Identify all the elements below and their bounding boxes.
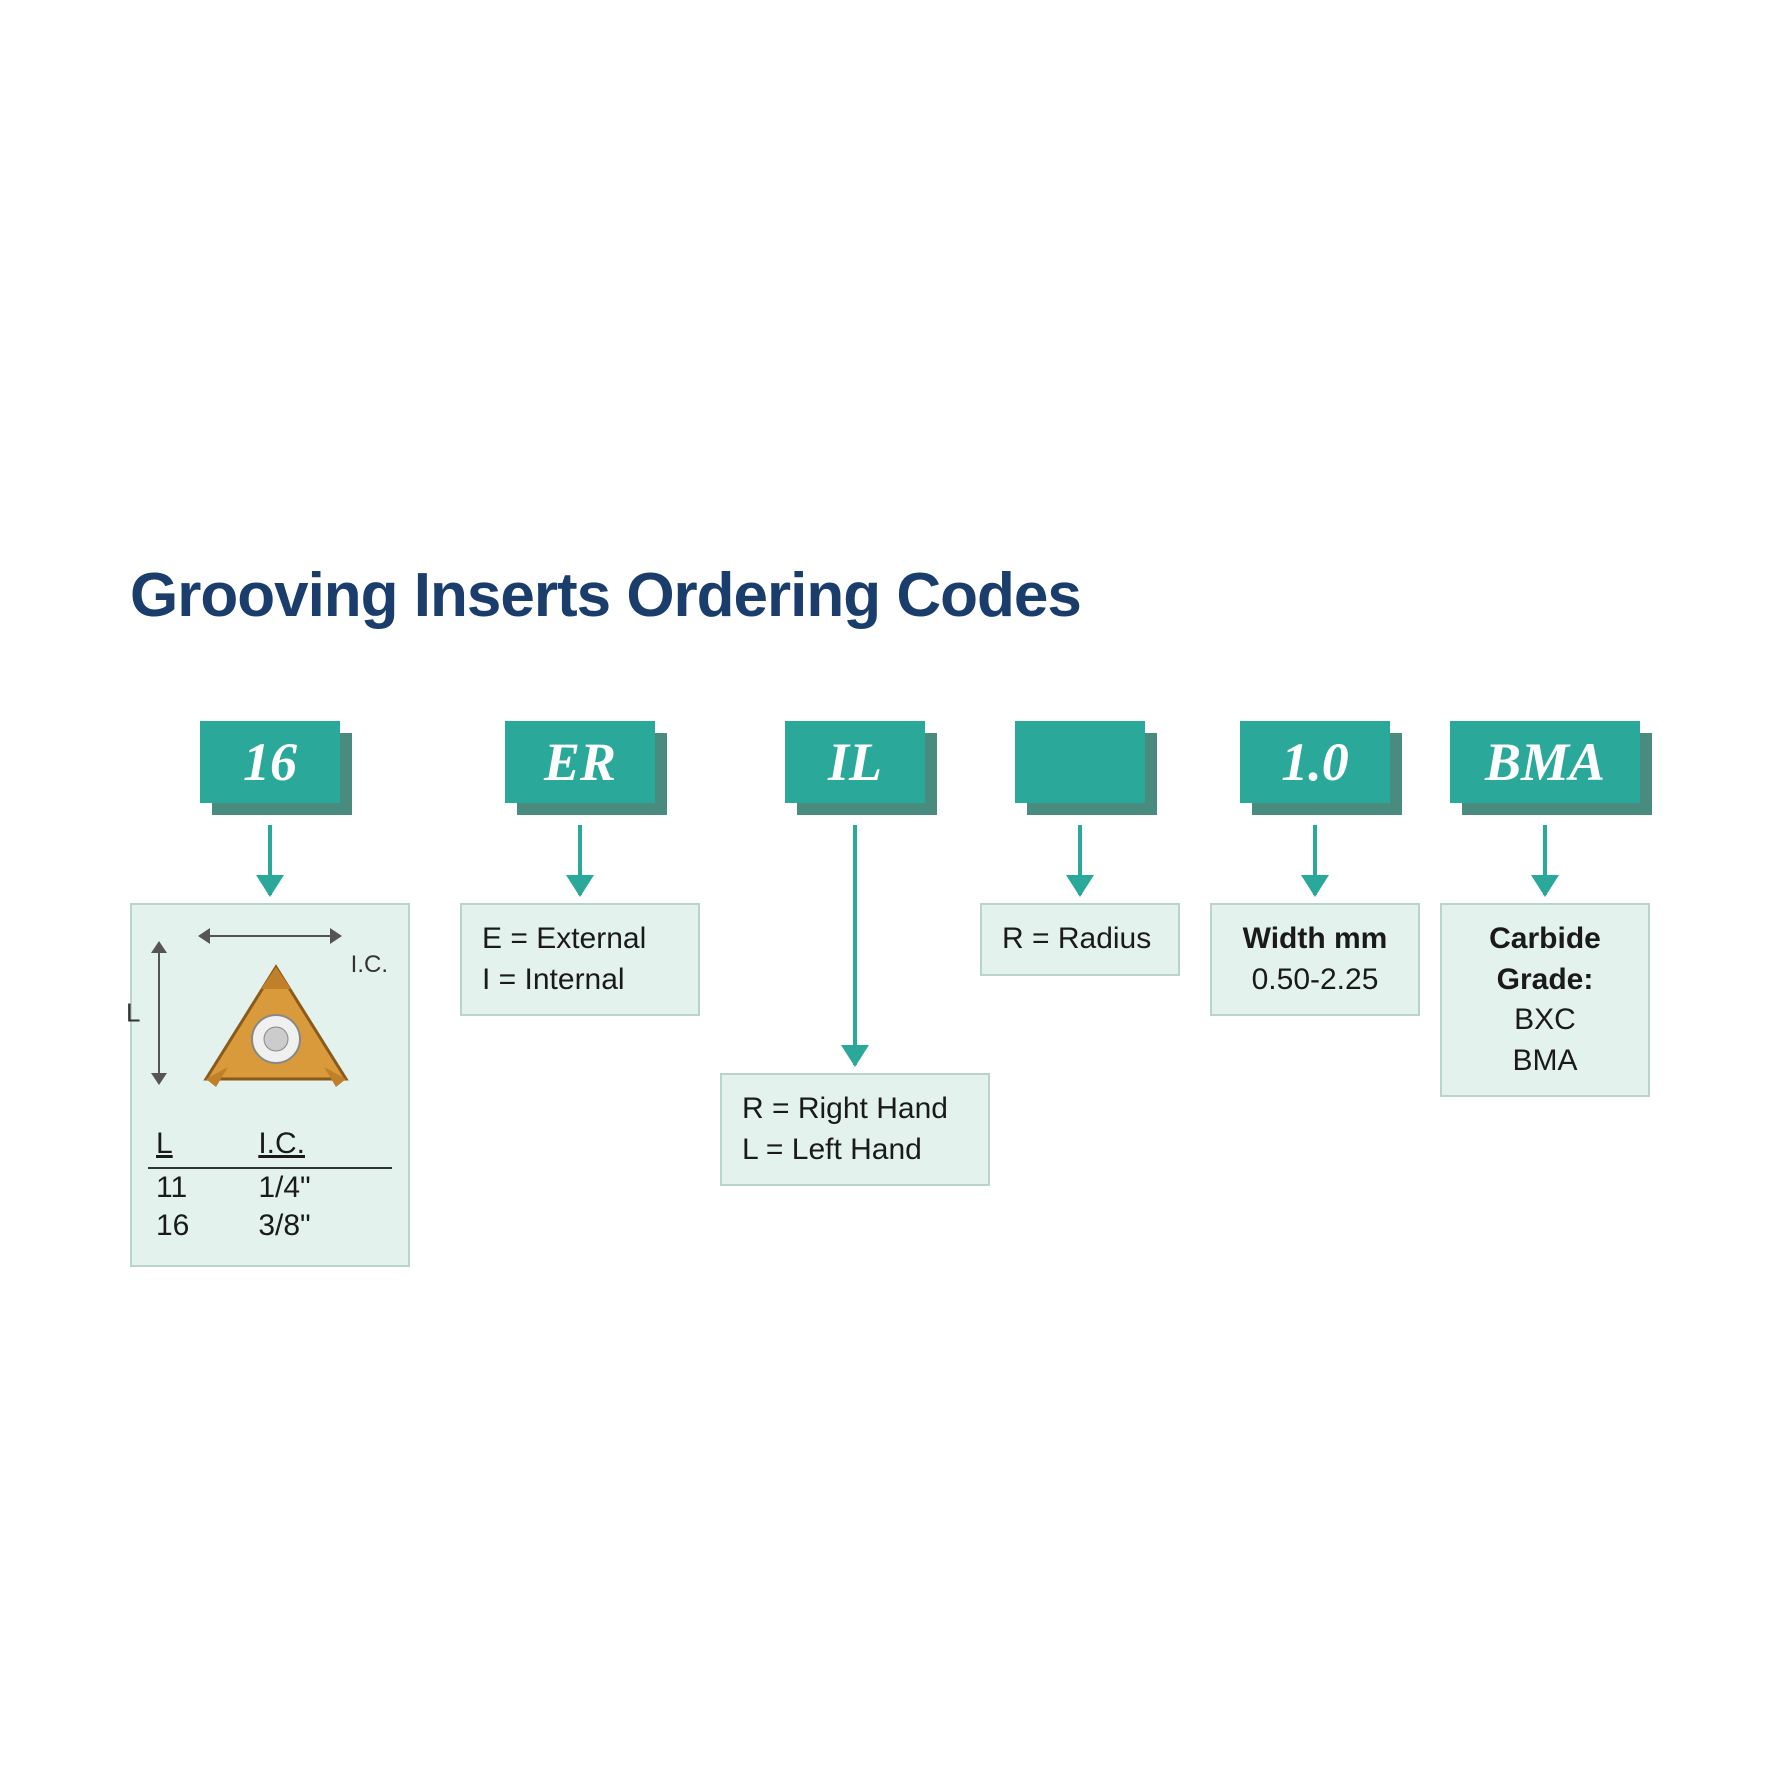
desc-ext-int: E = External I = Internal <box>460 903 700 1016</box>
insert-icon <box>196 959 356 1099</box>
desc-line: 0.50-2.25 <box>1232 960 1398 1001</box>
dim-label-l: L <box>126 998 140 1029</box>
code-box-il: IL <box>785 721 925 803</box>
arrow-icon <box>853 825 857 1065</box>
codes-row: 16 L I.C. <box>130 721 1660 1421</box>
page-title: Grooving Inserts Ordering Codes <box>130 560 1660 631</box>
arrow-icon <box>578 825 582 895</box>
code-box-blank <box>1015 721 1145 803</box>
desc-line: L = Left Hand <box>742 1130 968 1171</box>
desc-radius: R = Radius <box>980 903 1180 976</box>
table-row: 16 3/8" <box>148 1207 392 1245</box>
desc-line: I = Internal <box>482 960 678 1001</box>
desc-line: E = External <box>482 919 678 960</box>
code-box-width: 1.0 <box>1240 721 1390 803</box>
desc-hand: R = Right Hand L = Left Hand <box>720 1073 990 1186</box>
dim-label-ic: I.C. <box>351 951 388 979</box>
table-header: I.C. <box>250 1123 392 1168</box>
arrow-icon <box>268 825 272 895</box>
table-header: L <box>148 1123 250 1168</box>
desc-line: R = Right Hand <box>742 1089 968 1130</box>
desc-line: R = Radius <box>1002 919 1158 960</box>
arrow-icon <box>1543 825 1547 895</box>
code-box-grade: BMA <box>1450 721 1640 803</box>
code-unit-width: 1.0 Width mm 0.50-2.25 <box>1210 721 1420 1016</box>
desc-width: Width mm 0.50-2.25 <box>1210 903 1420 1016</box>
arrow-icon <box>1078 825 1082 895</box>
desc-line: BMA <box>1462 1041 1628 1082</box>
code-unit-grade: BMA Carbide Grade: BXC BMA <box>1440 721 1650 1097</box>
code-unit-ext-int: ER E = External I = Internal <box>460 721 700 1016</box>
insert-diagram: L I.C. <box>150 923 390 1103</box>
arrow-icon <box>1313 825 1317 895</box>
code-unit-radius: R = Radius <box>980 721 1180 976</box>
insert-size-table: L I.C. 11 1/4" 16 3/8" <box>148 1123 392 1245</box>
desc-heading: Carbide Grade: <box>1462 919 1628 1000</box>
desc-line: BXC <box>1462 1000 1628 1041</box>
code-box-er: ER <box>505 721 655 803</box>
code-unit-hand: IL R = Right Hand L = Left Hand <box>720 721 990 1186</box>
code-unit-size: 16 L I.C. <box>130 721 410 1267</box>
desc-grade: Carbide Grade: BXC BMA <box>1440 903 1650 1097</box>
table-row: 11 1/4" <box>148 1168 392 1207</box>
insert-size-box: L I.C. L I.C. <box>130 903 410 1267</box>
code-box-size: 16 <box>200 721 340 803</box>
desc-heading: Width mm <box>1232 919 1398 960</box>
